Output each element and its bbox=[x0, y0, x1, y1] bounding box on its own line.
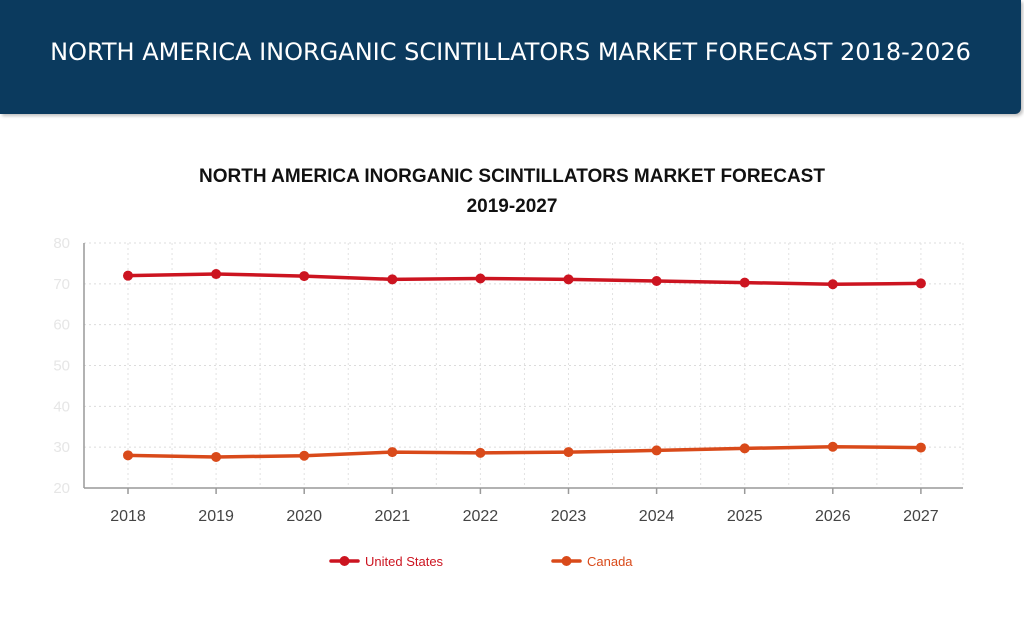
y-tick-label: 70 bbox=[53, 276, 70, 293]
x-tick-label: 2024 bbox=[639, 508, 675, 525]
x-tick-label: 2021 bbox=[375, 508, 411, 525]
data-point bbox=[915, 278, 926, 289]
data-point bbox=[563, 274, 574, 285]
data-point bbox=[211, 269, 222, 280]
y-tick-label: 60 bbox=[53, 317, 70, 334]
data-point bbox=[299, 271, 310, 282]
y-tick-label: 20 bbox=[53, 480, 70, 497]
data-point bbox=[563, 447, 574, 458]
y-tick-label: 80 bbox=[53, 235, 70, 252]
data-point bbox=[387, 274, 398, 285]
x-tick-label: 2018 bbox=[110, 508, 146, 525]
header-banner: NORTH AMERICA INORGANIC SCINTILLATORS MA… bbox=[0, 0, 1021, 114]
legend-swatch-dot bbox=[339, 556, 350, 566]
data-point bbox=[299, 450, 310, 461]
x-tick-label: 2019 bbox=[198, 508, 234, 525]
x-tick-label: 2023 bbox=[551, 508, 587, 525]
data-point bbox=[827, 279, 838, 290]
data-point bbox=[387, 447, 398, 458]
chart-title-line-1: NORTH AMERICA INORGANIC SCINTILLATORS MA… bbox=[199, 166, 825, 187]
series-line-united-states bbox=[126, 272, 923, 286]
chart-title-line-2: 2019-2027 bbox=[466, 196, 558, 217]
x-tick-label: 2026 bbox=[815, 508, 851, 525]
data-point bbox=[475, 447, 486, 458]
x-tick-label: 2022 bbox=[463, 508, 499, 525]
x-tick-label: 2025 bbox=[727, 508, 763, 525]
data-point bbox=[123, 450, 133, 461]
data-point bbox=[739, 277, 750, 288]
legend-label: United States bbox=[365, 554, 444, 569]
x-tick-label: 2020 bbox=[286, 508, 322, 525]
data-point bbox=[915, 442, 926, 453]
legend-swatch-dot bbox=[561, 556, 572, 566]
data-point bbox=[123, 270, 133, 281]
banner-title: NORTH AMERICA INORGANIC SCINTILLATORS MA… bbox=[50, 38, 971, 66]
x-tick-label: 2027 bbox=[903, 508, 939, 525]
legend-label: Canada bbox=[587, 554, 633, 569]
data-point bbox=[651, 445, 662, 456]
data-point bbox=[651, 275, 662, 286]
y-tick-label: 40 bbox=[53, 398, 70, 415]
data-point bbox=[827, 441, 838, 452]
chart-title: NORTH AMERICA INORGANIC SCINTILLATORS MA… bbox=[0, 162, 1024, 222]
data-point bbox=[739, 443, 750, 454]
data-point bbox=[211, 451, 222, 462]
series-line-canada bbox=[126, 445, 923, 459]
y-tick-label: 50 bbox=[53, 358, 70, 375]
data-point bbox=[475, 273, 486, 284]
y-tick-label: 30 bbox=[53, 439, 70, 456]
